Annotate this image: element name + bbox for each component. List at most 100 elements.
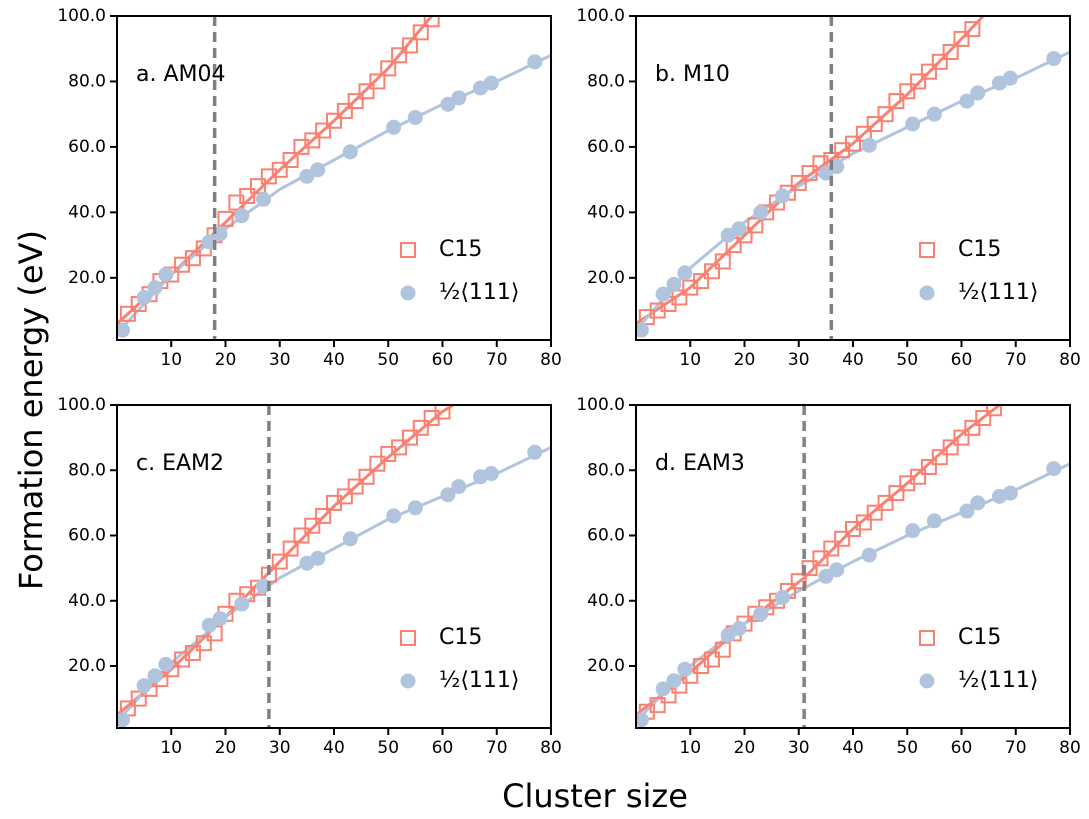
- x-tick-label: 60: [951, 350, 973, 370]
- square-marker: [790, 174, 807, 191]
- square-marker: [401, 37, 418, 54]
- circle-marker: [666, 276, 682, 292]
- square-marker: [812, 550, 829, 567]
- legend-marker: [919, 285, 935, 301]
- plot-area: [117, 16, 551, 340]
- circle-marker: [299, 168, 315, 184]
- square-marker: [401, 429, 418, 446]
- x-tick-label: 30: [269, 738, 291, 758]
- panel-title: d. EAM3: [655, 451, 745, 476]
- x-tick-label: 30: [788, 350, 810, 370]
- legend-label: ½⟨111⟩: [958, 668, 1038, 693]
- circle-marker: [136, 678, 152, 694]
- square-marker: [964, 21, 981, 38]
- legend-label: ½⟨111⟩: [958, 280, 1038, 305]
- panel: 10 20 30 40 50 60 70 80 20.0 40.0 60.0 80.0 100.0 a. …: [57, 6, 561, 370]
- square-marker: [845, 135, 861, 152]
- square-marker: [271, 161, 288, 178]
- circle-marker: [926, 106, 942, 122]
- legend-label: C15: [439, 625, 482, 650]
- circle-marker: [527, 54, 543, 70]
- circle-marker: [342, 531, 358, 547]
- x-tick-label: 40: [323, 350, 345, 370]
- panel: 10 20 30 40 50 60 70 80 20.0 40.0 60.0 80.0 100.0 c. …: [57, 395, 561, 758]
- panel: 10 20 30 40 50 60 70 80 20.0 40.0 60.0 80.0 100.0 d. …: [576, 395, 1080, 758]
- square-marker: [910, 468, 927, 485]
- square-marker: [336, 102, 353, 119]
- y-tick-label: 80.0: [587, 460, 625, 480]
- circle-marker: [666, 673, 682, 689]
- square-marker: [866, 504, 883, 521]
- circle-marker: [136, 289, 152, 305]
- circle-marker: [905, 116, 921, 132]
- square-marker: [434, 405, 451, 420]
- square-marker: [834, 530, 851, 547]
- square-marker: [271, 553, 288, 570]
- circle-marker: [158, 267, 174, 283]
- circle-marker: [440, 487, 456, 503]
- y-tick-label: 20.0: [68, 268, 106, 288]
- square-marker: [986, 405, 1003, 417]
- x-tick-label: 70: [1005, 350, 1027, 370]
- square-marker: [931, 449, 948, 466]
- circle-marker: [255, 191, 271, 207]
- square-marker: [184, 644, 201, 661]
- legend-marker: [919, 630, 935, 646]
- x-tick-label: 20: [734, 350, 756, 370]
- x-tick-label: 80: [540, 738, 562, 758]
- square-marker: [184, 250, 201, 267]
- y-tick-label: 80.0: [68, 460, 106, 480]
- circle-marker: [147, 280, 163, 296]
- legend-label: C15: [439, 237, 482, 262]
- x-tick-label: 30: [269, 350, 291, 370]
- square-marker: [282, 152, 299, 168]
- square-marker: [217, 210, 234, 227]
- panel-title: b. M10: [655, 62, 730, 87]
- y-tick-label: 60.0: [68, 137, 106, 157]
- fit-line: [117, 405, 455, 717]
- square-marker: [423, 16, 440, 28]
- circle-marker: [407, 109, 423, 125]
- x-tick-label: 20: [215, 350, 237, 370]
- square-marker: [920, 458, 937, 475]
- y-tick-label: 40.0: [587, 202, 625, 222]
- square-marker: [953, 429, 970, 446]
- y-tick-label: 80.0: [587, 71, 625, 91]
- square-marker: [866, 116, 883, 132]
- circle-marker: [310, 162, 326, 178]
- x-tick-label: 10: [160, 738, 182, 758]
- square-marker: [931, 53, 948, 70]
- axes-frame: [635, 15, 1071, 341]
- x-tick-label: 50: [896, 738, 918, 758]
- circle-marker: [147, 668, 163, 684]
- panel: 10 20 30 40 50 60 70 80 20.0 40.0 60.0 80.0 100.0 b. …: [576, 6, 1080, 370]
- x-tick-label: 80: [540, 350, 562, 370]
- square-marker: [703, 651, 720, 668]
- square-marker: [975, 410, 992, 427]
- square-marker: [391, 439, 408, 456]
- panel-title: c. EAM2: [136, 451, 224, 476]
- legend-marker: [919, 242, 935, 258]
- y-tick-label: 60.0: [68, 526, 106, 546]
- square-marker: [195, 635, 212, 652]
- square-marker: [693, 273, 710, 290]
- y-tick-label: 40.0: [68, 202, 106, 222]
- square-marker: [942, 439, 959, 456]
- square-marker: [358, 83, 375, 100]
- circle-marker: [1046, 461, 1062, 477]
- legend-label: ½⟨111⟩: [439, 280, 519, 305]
- y-tick-label: 80.0: [68, 71, 106, 91]
- x-tick-label: 20: [215, 738, 237, 758]
- circle-marker: [970, 495, 986, 511]
- circle-marker: [959, 503, 975, 519]
- circle-marker: [386, 508, 402, 524]
- circle-marker: [1046, 51, 1062, 67]
- square-marker: [855, 514, 872, 531]
- panel-title: a. AM04: [136, 62, 226, 87]
- square-marker: [801, 165, 818, 182]
- x-tick-label: 50: [377, 350, 399, 370]
- legend-marker: [400, 630, 416, 646]
- x-tick-label: 40: [842, 350, 864, 370]
- y-tick-label: 40.0: [68, 591, 106, 611]
- circle-marker: [636, 712, 649, 728]
